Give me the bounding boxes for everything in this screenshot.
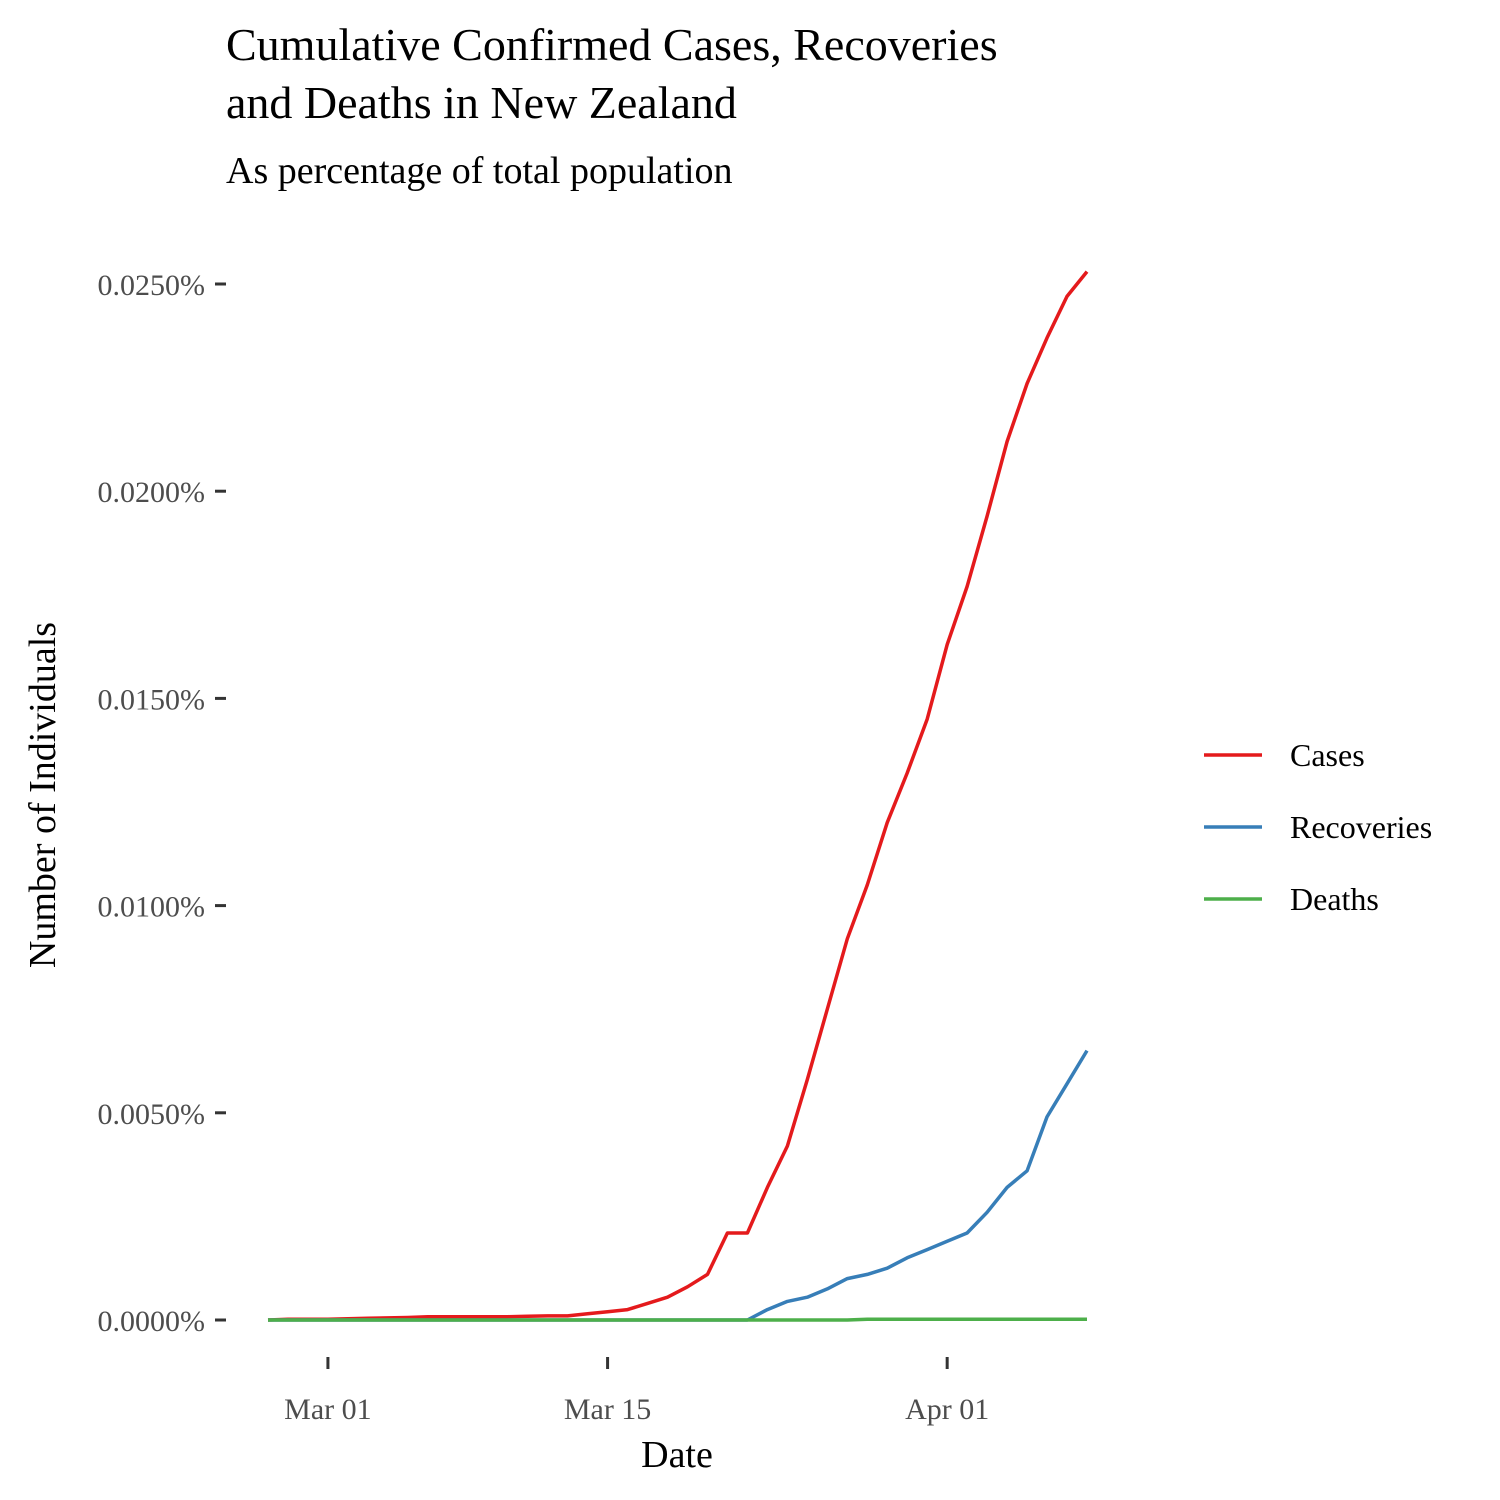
x-axis-title: Date [641, 1434, 713, 1476]
plot-area [267, 270, 1089, 1322]
y-tick-label: 0.0100% [98, 891, 206, 924]
chart-subtitle: As percentage of total population [226, 150, 733, 192]
y-tick-label: 0.0000% [98, 1305, 206, 1338]
legend-label-cases: Cases [1290, 737, 1365, 773]
y-tick-label: 0.0050% [98, 1098, 206, 1131]
legend-label-recoveries: Recoveries [1290, 809, 1432, 845]
series-line-recoveries [268, 1049, 1089, 1322]
legend: Cases Recoveries Deaths [1204, 737, 1432, 917]
y-tick-label: 0.0150% [98, 683, 206, 716]
chart-title-line-1: Cumulative Confirmed Cases, Recoveries [226, 19, 998, 70]
series-line-deaths [268, 1317, 1087, 1322]
y-axis-title: Number of Individuals [22, 622, 64, 968]
series-line-cases [267, 270, 1089, 1322]
x-tick-label: Apr 01 [905, 1393, 989, 1426]
x-tick-label: Mar 01 [284, 1393, 371, 1426]
x-axis: Mar 01 Mar 15 Apr 01 [284, 1357, 989, 1426]
y-tick-label: 0.0250% [98, 269, 206, 302]
y-tick-label: 0.0200% [98, 476, 206, 509]
x-tick-label: Mar 15 [564, 1393, 651, 1426]
chart-title-line-2: and Deaths in New Zealand [226, 77, 737, 128]
legend-label-deaths: Deaths [1290, 881, 1379, 917]
y-axis: 0.0000% 0.0050% 0.0100% 0.0150% 0.0200% 0.025… [98, 269, 226, 1338]
